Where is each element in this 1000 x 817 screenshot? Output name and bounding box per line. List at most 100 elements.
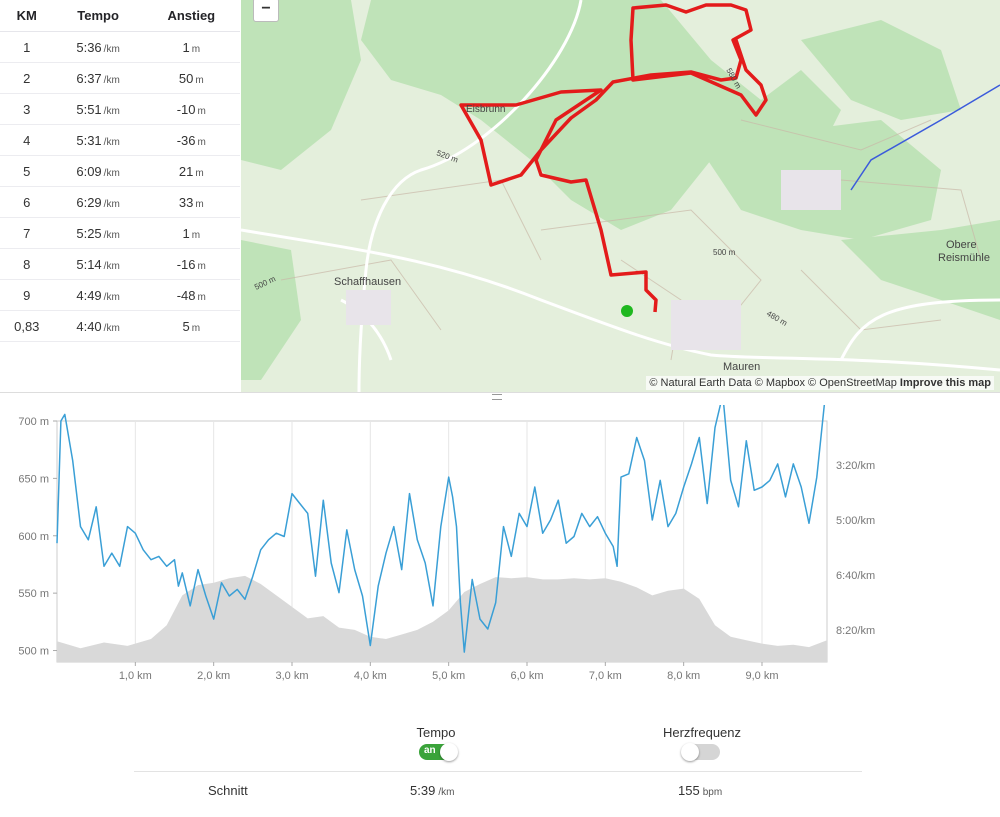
split-elev-value: 1 — [182, 225, 190, 241]
y-right-tick-label: 3:20/km — [836, 460, 875, 472]
split-pace-value: 6:09 — [76, 163, 102, 179]
split-pace-unit: /km — [103, 229, 120, 241]
split-pace-unit: /km — [103, 198, 120, 210]
split-elev-unit: m — [195, 74, 204, 86]
split-km: 2 — [0, 62, 54, 94]
splits-table: KM Tempo Anstieg 1 5:36/km 1 m 2 6:37/km 50 m 3 5… — [0, 0, 240, 342]
y-left-tick-label: 500 m — [18, 646, 49, 658]
split-elev-unit: m — [195, 198, 204, 210]
map-label-place: Eisbrunn — [466, 104, 505, 115]
split-km: 7 — [0, 217, 54, 249]
split-km: 9 — [0, 279, 54, 311]
map-attribution: © Natural Earth Data © Mapbox © OpenStre… — [646, 376, 994, 390]
split-pace-value: 5:14 — [76, 256, 102, 272]
x-tick-label: 9,0 km — [745, 670, 778, 682]
split-elev-unit: m — [197, 291, 206, 303]
y-right-tick-label: 5:00/km — [836, 515, 875, 527]
y-right-tick-label: 6:40/km — [836, 570, 875, 582]
split-row: 2 6:37/km 50 m — [0, 62, 240, 94]
route-map[interactable]: Eisbrunn Schaffhausen Mauren Obere Reism… — [241, 0, 1000, 392]
split-elevation: -10 m — [142, 93, 240, 125]
x-tick-label: 1,0 km — [119, 670, 152, 682]
split-pace-value: 5:51 — [76, 101, 102, 117]
split-pace: 6:29/km — [53, 186, 143, 218]
pace-line — [56, 405, 826, 653]
attribution-text: © Natural Earth Data © Mapbox © OpenStre… — [649, 377, 897, 389]
split-elevation: -16 m — [142, 248, 240, 280]
split-pace-unit: /km — [103, 167, 120, 179]
split-pace-unit: /km — [103, 43, 120, 55]
split-pace: 4:49/km — [53, 279, 143, 311]
average-hr-value: 155 — [678, 783, 700, 798]
elevation-area — [57, 575, 827, 662]
start-marker[interactable] — [621, 305, 633, 317]
zoom-out-button[interactable]: − — [253, 0, 279, 22]
split-pace-unit: /km — [103, 322, 120, 334]
y-left-tick-label: 600 m — [18, 531, 49, 543]
split-elev-unit: m — [197, 105, 206, 117]
split-km: 8 — [0, 248, 54, 280]
map-canvas[interactable]: Eisbrunn Schaffhausen Mauren Obere Reism… — [241, 0, 1000, 392]
x-tick-label: 2,0 km — [197, 670, 230, 682]
split-pace: 6:09/km — [53, 155, 143, 187]
y-right-tick-label: 8:20/km — [836, 625, 875, 637]
split-pace-value: 4:40 — [76, 318, 102, 334]
split-pace: 5:14/km — [53, 248, 143, 280]
map-label-place: Obere — [946, 239, 977, 251]
split-km: 1 — [0, 31, 54, 63]
split-elev-value: 21 — [178, 163, 194, 179]
split-elev-value: 33 — [178, 194, 194, 210]
forest-area — [361, 0, 841, 230]
split-pace-value: 6:37 — [76, 70, 102, 86]
map-label-place: Mauren — [723, 361, 760, 373]
split-pace: 5:36/km — [53, 31, 143, 63]
splits-header-row: KM Tempo Anstieg — [0, 0, 240, 32]
header-km: KM — [0, 0, 54, 32]
split-pace-unit: /km — [103, 105, 120, 117]
resize-handle-icon[interactable] — [492, 394, 502, 400]
split-elev-value: -36 — [176, 132, 196, 148]
split-pace-value: 5:36 — [76, 39, 102, 55]
average-pace-value: 5:39 — [410, 783, 436, 798]
split-km: 5 — [0, 155, 54, 187]
split-pace-unit: /km — [103, 291, 120, 303]
x-tick-label: 4,0 km — [354, 670, 387, 682]
split-row: 8 5:14/km -16 m — [0, 248, 240, 280]
tempo-label: Tempo — [416, 725, 456, 740]
split-elevation: 50 m — [142, 62, 240, 94]
average-heart-rate: 155 bpm — [678, 783, 722, 798]
y-left-tick-label: 650 m — [18, 473, 49, 485]
split-elev-value: 5 — [182, 318, 190, 334]
elevation-pace-chart[interactable]: 700 m 650 m 600 m 550 m 500 m 3:20/km 5:00/km 6… — [0, 405, 1000, 695]
split-elev-unit: m — [191, 229, 201, 241]
map-label-place: Reismühle — [938, 252, 990, 264]
split-row: 3 5:51/km -10 m — [0, 93, 240, 125]
split-elev-unit: m — [197, 260, 206, 272]
forest-area — [801, 20, 961, 120]
split-row: 7 5:25/km 1 m — [0, 217, 240, 249]
x-tick-label: 5,0 km — [432, 670, 465, 682]
split-row: 5 6:09/km 21 m — [0, 155, 240, 187]
split-km: 3 — [0, 93, 54, 125]
average-hr-unit: bpm — [702, 787, 723, 798]
tempo-toggle[interactable]: an — [419, 743, 458, 761]
split-row: 1 5:36/km 1 m — [0, 31, 240, 63]
split-elev-value: 1 — [182, 39, 190, 55]
x-tick-label: 3,0 km — [275, 670, 308, 682]
x-tick-label: 6,0 km — [510, 670, 543, 682]
forest-area — [241, 0, 361, 170]
split-pace: 5:25/km — [53, 217, 143, 249]
heart-rate-toggle[interactable] — [681, 743, 720, 761]
settlement-mauren — [671, 300, 741, 350]
x-tick-label: 8,0 km — [667, 670, 700, 682]
split-pace-value: 5:25 — [76, 225, 102, 241]
split-pace: 4:40/km — [53, 310, 143, 342]
improve-map-link[interactable]: Improve this map — [899, 377, 991, 389]
split-pace-value: 6:29 — [76, 194, 102, 210]
split-row: 4 5:31/km -36 m — [0, 124, 240, 156]
split-pace-unit: /km — [103, 74, 120, 86]
x-tick-label: 7,0 km — [589, 670, 622, 682]
split-row: 6 6:29/km 33 m — [0, 186, 240, 218]
